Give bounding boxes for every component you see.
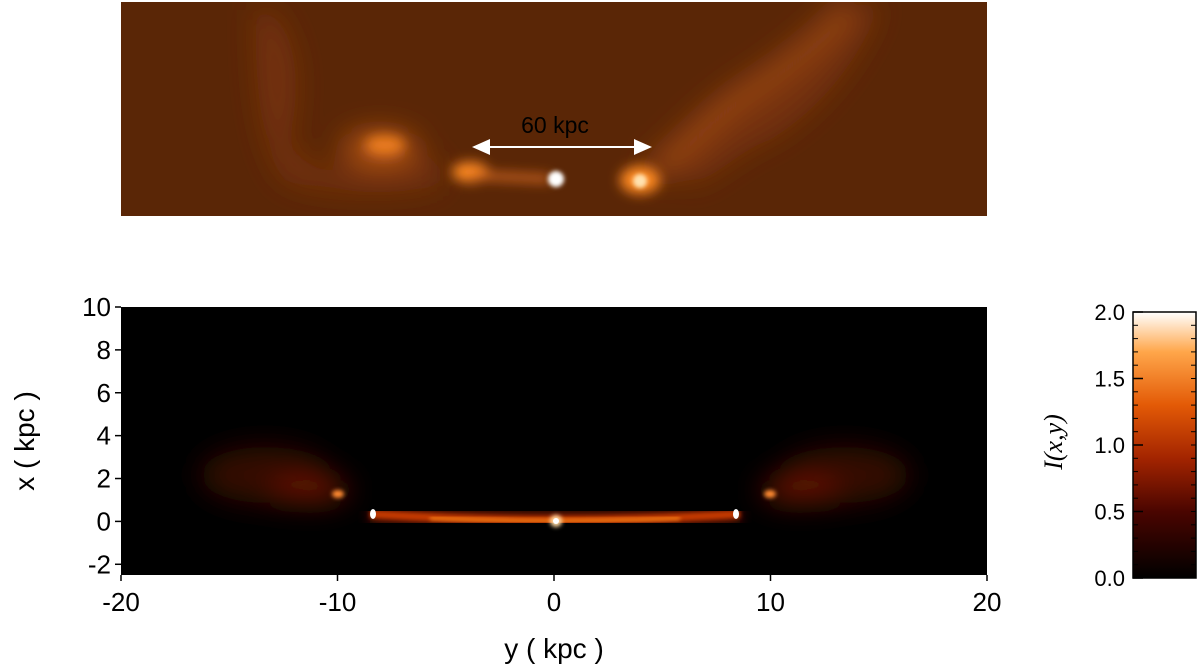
radio-jets	[365, 135, 660, 194]
colorbar-axis: 0.0 0.5 1.0 1.5 2.0	[1094, 300, 1196, 591]
y-tick-label: 8	[97, 335, 111, 365]
x-tick-label: -20	[102, 587, 140, 617]
y-tick-label: 10	[82, 292, 111, 322]
y-tick-label: -2	[88, 549, 111, 579]
x-tick-label: -10	[319, 587, 357, 617]
x-axis-label: y ( kpc )	[504, 633, 604, 664]
x-tick-label: 20	[973, 587, 1002, 617]
x-tick-label: 0	[547, 587, 561, 617]
colorbar-tick-label: 0.0	[1094, 566, 1125, 591]
x-tick-label: 10	[756, 587, 785, 617]
y-tick-label: 6	[97, 378, 111, 408]
simulated-lobes	[200, 447, 910, 504]
colorbar-tick-label: 1.5	[1094, 367, 1125, 392]
scale-bar-label: 60 kpc	[521, 112, 589, 138]
y-tick-label: 2	[97, 464, 111, 494]
simulated-hotspots	[332, 490, 776, 527]
colorbar-gradient	[1132, 311, 1197, 579]
radio-core	[548, 171, 647, 188]
colorbar-tick-label: 2.0	[1094, 300, 1125, 325]
colorbar-tick-label: 0.5	[1094, 500, 1125, 525]
y-tick-label: 0	[97, 506, 111, 536]
simulation-image-background	[121, 307, 987, 575]
colorbar-tick-label: 1.0	[1094, 433, 1125, 458]
radio-image-panel: 60 kpc	[121, 2, 987, 216]
colorbar-label: I(x,y)	[1039, 414, 1068, 471]
right-lobe	[642, 2, 880, 185]
y-axis-label: x ( kpc )	[9, 391, 40, 491]
colorbar: 0.0 0.5 1.0 1.5 2.0 I(x,y)	[1039, 300, 1197, 591]
y-tick-label: 4	[97, 421, 111, 451]
